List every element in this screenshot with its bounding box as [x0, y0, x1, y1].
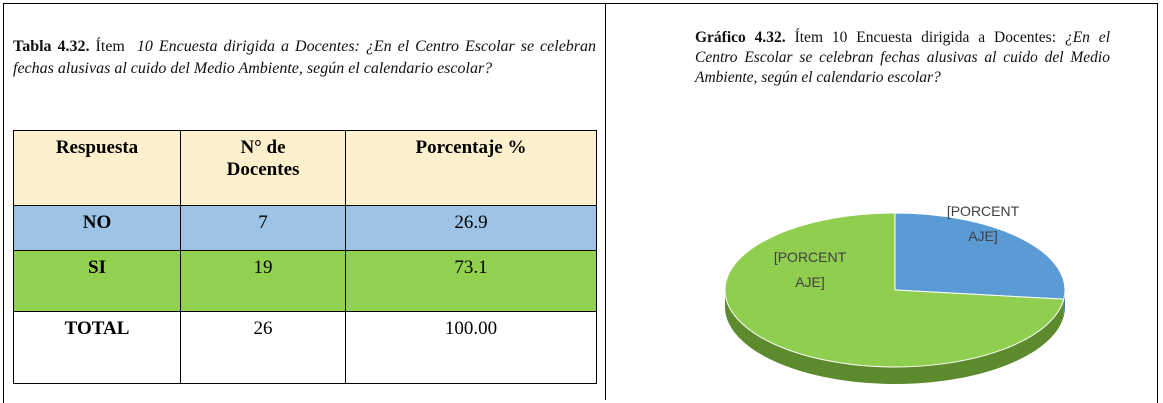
caption-text: ¿En el Centro Escolar se celebran fechas… — [695, 29, 1110, 86]
table-cell: 73.1 — [345, 250, 597, 312]
divider — [605, 3, 606, 400]
table-cell: 100.00 — [345, 311, 597, 384]
slice-label: AJE] — [795, 274, 825, 290]
chart-caption: Gráfico 4.32. Ítem 10 Encuesta dirigida … — [695, 28, 1110, 88]
pie-slice — [894, 212, 1066, 300]
table-cell: SI — [13, 250, 181, 312]
pie-slice — [724, 212, 1065, 368]
table-cell: 26.9 — [345, 205, 597, 251]
table-cell: TOTAL — [13, 311, 181, 384]
header-cell: Porcentaje % — [345, 130, 597, 206]
slice-label: [PORCENT — [947, 203, 1020, 219]
pie-side — [725, 290, 1064, 384]
table-row: TOTAL 26 100.00 — [13, 311, 597, 384]
table-cell: 7 — [180, 205, 346, 251]
caption-label: Tabla 4.32. — [13, 38, 90, 55]
frame — [3, 3, 1158, 403]
table-row: NO 7 26.9 — [13, 205, 597, 251]
table-caption: Tabla 4.32. Ítem 10 Encuesta dirigida a … — [13, 36, 596, 80]
caption-text: 10 Encuesta dirigida a Docentes: ¿En el … — [13, 38, 597, 77]
header-cell: Respuesta — [13, 130, 181, 206]
table-cell: 26 — [180, 311, 346, 384]
header-row: Respuesta N° de Docentes Porcentaje % — [13, 130, 597, 206]
slice-label: AJE] — [968, 228, 998, 244]
caption-item: Ítem — [95, 38, 125, 55]
table-cell: NO — [13, 205, 181, 251]
slice-label: [PORCENT — [774, 249, 847, 265]
caption-item: Ítem 10 Encuesta dirigida a Docentes: — [794, 29, 1057, 46]
caption-label: Gráfico 4.32. — [695, 29, 786, 46]
table: Respuesta N° de Docentes Porcentaje % NO 7 2… — [13, 130, 597, 384]
